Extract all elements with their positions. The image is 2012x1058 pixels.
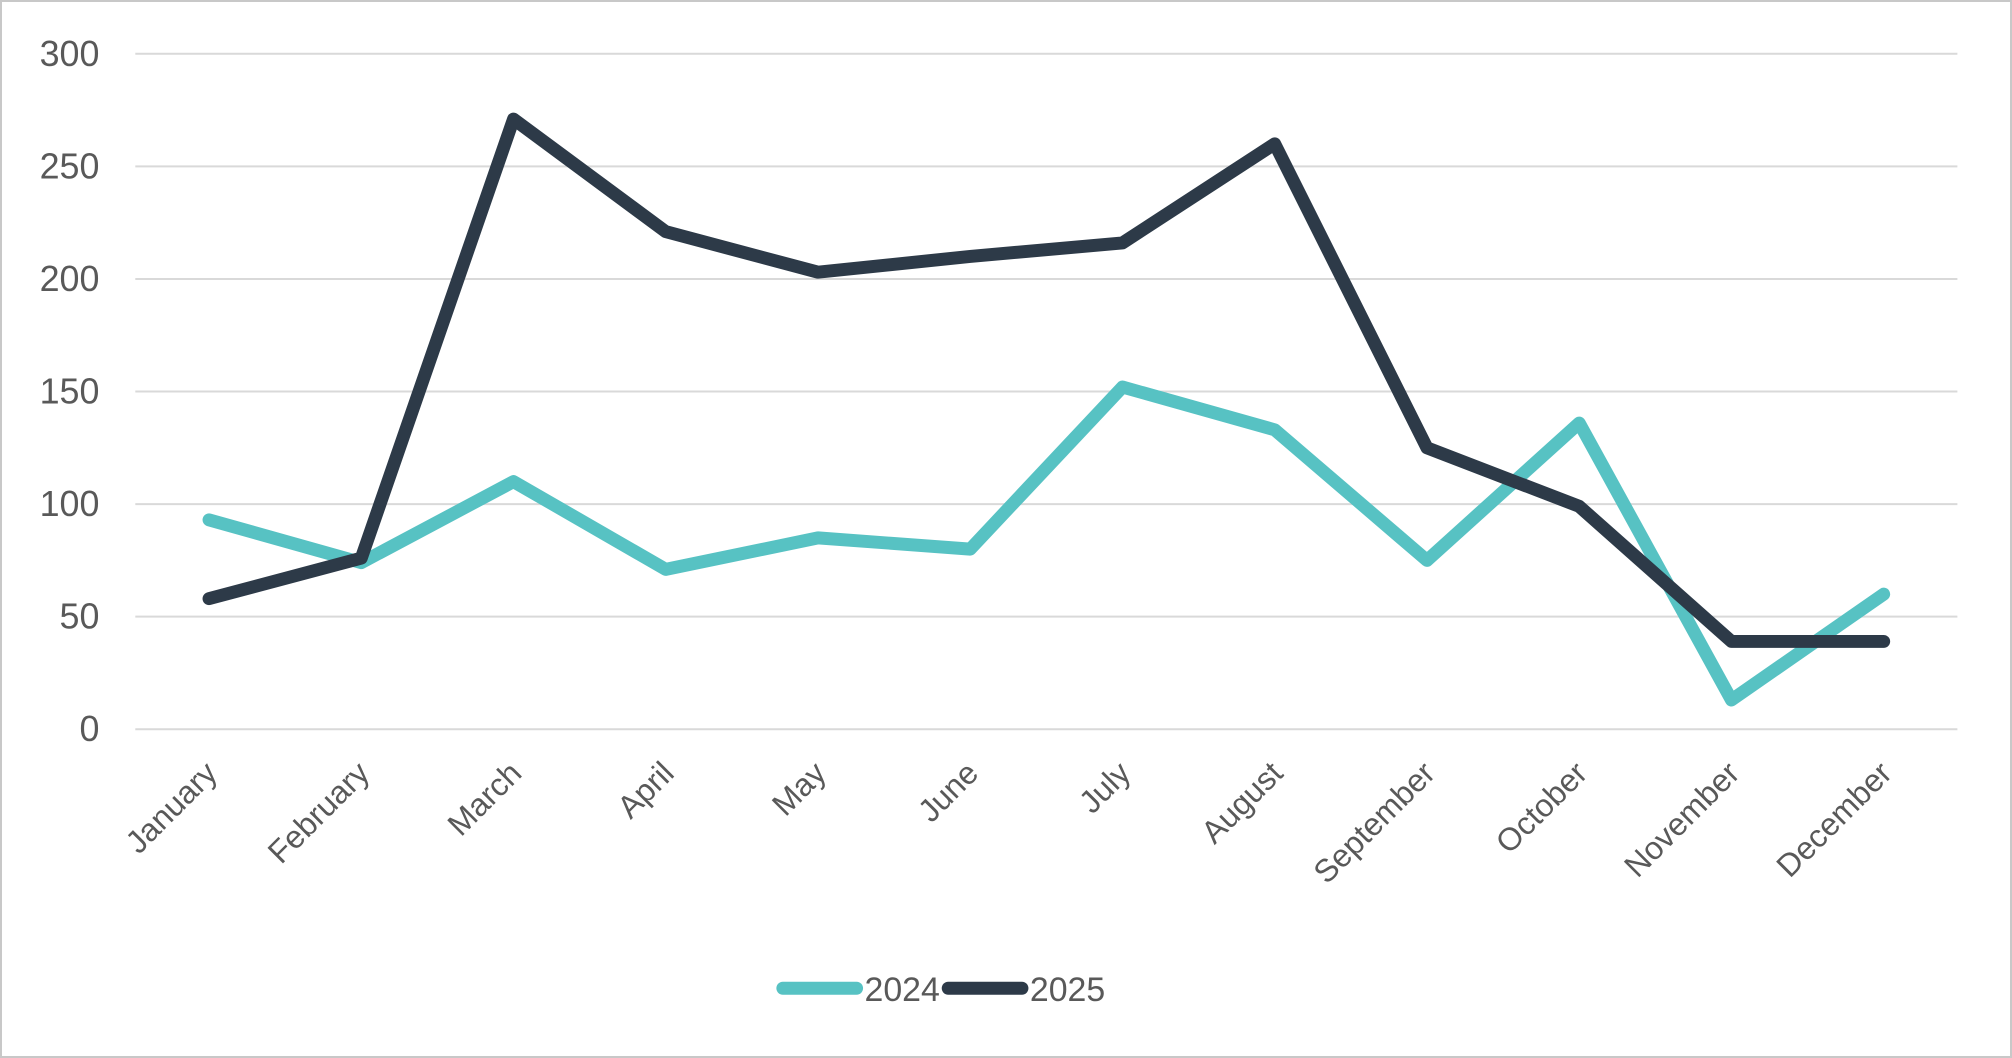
y-axis-tick-label: 250	[40, 146, 100, 186]
x-axis-label: October	[1489, 754, 1595, 860]
x-axis-label: January	[118, 755, 224, 861]
y-axis-tick-label: 300	[40, 34, 100, 74]
x-axis-label: April	[610, 755, 681, 826]
legend-label: 2024	[865, 971, 940, 1009]
x-axis-label: June	[911, 755, 985, 829]
y-axis-tick-label: 50	[60, 597, 100, 637]
y-axis-tick-label: 0	[79, 709, 99, 749]
x-axis-label: March	[440, 755, 528, 843]
x-axis-label: September	[1306, 754, 1442, 890]
x-axis-label: August	[1194, 754, 1290, 850]
x-axis-label: February	[261, 755, 377, 871]
gridlines	[135, 52, 1958, 731]
legend-label: 2025	[1030, 971, 1105, 1009]
legend: 2024 2025	[776, 971, 1105, 1009]
x-axis-label: May	[765, 755, 833, 823]
x-axis-labels: January February March April May June July Augu…	[118, 754, 1899, 890]
x-axis-label: November	[1617, 754, 1747, 884]
y-axis-tick-label: 200	[40, 259, 100, 299]
y-axis-tick-label: 100	[40, 484, 100, 524]
legend-item-2024[interactable]: 2024	[776, 971, 940, 1009]
series-line-2024[interactable]	[202, 380, 1891, 707]
series-line-2025[interactable]	[202, 112, 1891, 648]
x-axis-label: December	[1769, 754, 1899, 884]
x-axis-label: July	[1072, 755, 1138, 821]
legend-item-2025[interactable]: 2025	[941, 971, 1105, 1009]
y-axis-tick-labels: 0 50 100 150 200 250 300	[40, 34, 100, 749]
y-axis-tick-label: 150	[40, 371, 100, 411]
